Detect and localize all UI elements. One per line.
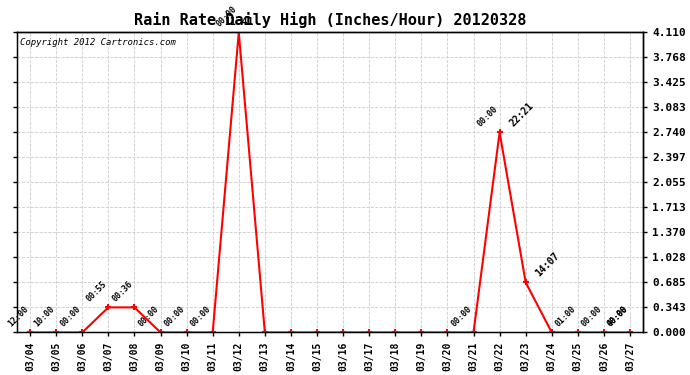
Text: 00:00: 00:00 bbox=[580, 304, 604, 328]
Text: 00:00: 00:00 bbox=[137, 304, 161, 328]
Text: 01:00: 01:00 bbox=[554, 304, 578, 328]
Text: 00:36: 00:36 bbox=[110, 279, 135, 303]
Text: 00:00: 00:00 bbox=[58, 304, 82, 328]
Text: 00:00: 00:00 bbox=[475, 104, 500, 128]
Title: Rain Rate Daily High (Inches/Hour) 20120328: Rain Rate Daily High (Inches/Hour) 20120… bbox=[134, 12, 526, 28]
Text: 10:00: 10:00 bbox=[32, 304, 56, 328]
Text: 00:00: 00:00 bbox=[188, 304, 213, 328]
Text: 40:00: 40:00 bbox=[606, 304, 630, 328]
Text: 00:00: 00:00 bbox=[163, 304, 186, 328]
Text: 00:00: 00:00 bbox=[449, 304, 473, 328]
Text: 11:41: 11:41 bbox=[224, 16, 253, 27]
Text: 00:00: 00:00 bbox=[606, 304, 630, 328]
Text: 12:00: 12:00 bbox=[6, 304, 30, 328]
Text: Copyright 2012 Cartronics.com: Copyright 2012 Cartronics.com bbox=[20, 38, 176, 47]
Text: 14:07: 14:07 bbox=[533, 251, 562, 279]
Text: 00:00: 00:00 bbox=[215, 4, 239, 28]
Text: 00:55: 00:55 bbox=[84, 279, 108, 303]
Text: 22:21: 22:21 bbox=[507, 101, 535, 129]
